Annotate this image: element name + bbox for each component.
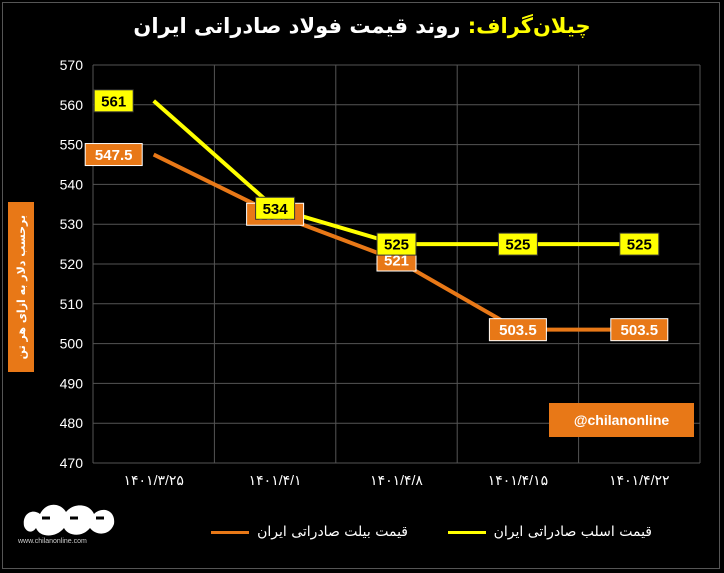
legend-label-slab: قیمت اسلب صادراتی ایران <box>493 524 652 540</box>
title-brand: چیلان‌گراف: <box>467 14 591 38</box>
social-handle: @chilanonline <box>573 412 670 428</box>
y-axis-label: برحسب دلار به ازای هر تن <box>14 214 28 360</box>
y-axis-label-box: برحسب دلار به ازای هر تن <box>8 202 34 372</box>
legend-label-billet: قیمت بیلت صادراتی ایران <box>257 524 408 540</box>
logo-shape <box>23 504 115 536</box>
legend-item-billet: قیمت بیلت صادراتی ایران <box>211 524 408 540</box>
title-main: روند قیمت فولاد صادراتی ایران <box>133 14 461 38</box>
brand-logo <box>16 492 126 544</box>
legend-item-slab: قیمت اسلب صادراتی ایران <box>447 524 652 540</box>
chart-legend: قیمت اسلب صادراتی ایران قیمت بیلت صادرات… <box>0 524 724 548</box>
logo-mark-icon <box>23 504 115 536</box>
legend-swatch-billet <box>211 530 250 534</box>
social-handle-badge: @chilanonline <box>549 403 694 437</box>
legend-swatch-slab <box>447 530 486 534</box>
logo-website: www.chilanonline.com <box>18 538 87 545</box>
chart-title: چیلان‌گراف: روند قیمت فولاد صادراتی ایرا… <box>0 14 724 38</box>
